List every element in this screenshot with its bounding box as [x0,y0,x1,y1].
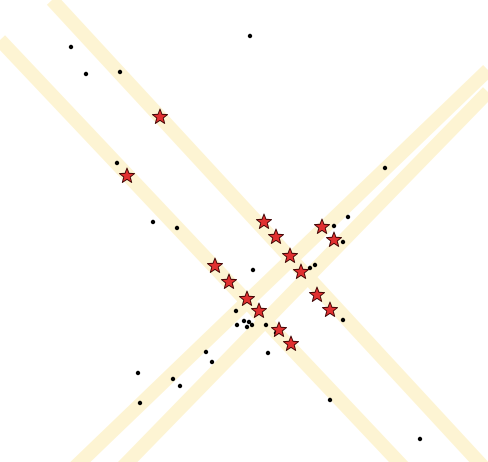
point-3 [83,71,89,77]
star-marker-10 [220,273,238,289]
point-17 [234,322,240,328]
star-marker-6 [325,231,343,247]
point-30 [137,400,143,406]
point-5 [114,160,120,166]
star-marker-9 [206,257,224,273]
point-20 [246,319,252,325]
point-15 [233,308,239,314]
point-4 [117,69,123,75]
star-marker-7 [281,247,299,263]
point-layer [68,33,423,442]
point-8 [174,225,180,231]
point-27 [135,370,141,376]
star-marker-12 [238,290,256,306]
star-marker-8 [292,263,310,279]
band-2 [0,35,409,462]
star-marker-1 [151,108,169,124]
point-11 [340,239,346,245]
point-19 [249,322,255,328]
star-marker-4 [267,228,285,244]
star-marker-13 [250,302,268,318]
point-14 [307,265,313,271]
point-10 [331,223,337,229]
point-28 [170,376,176,382]
point-6 [382,165,388,171]
point-16 [241,318,247,324]
point-31 [327,397,333,403]
star-marker-11 [308,286,326,302]
band-4 [117,87,488,462]
star-marker-3 [255,213,273,229]
point-18 [244,324,250,330]
star-marker-16 [282,335,300,351]
point-32 [417,436,423,442]
point-21 [263,322,269,328]
point-24 [203,349,209,355]
star-marker-2 [118,167,136,183]
point-2 [68,44,74,50]
star-marker-15 [270,321,288,337]
star-marker-5 [313,218,331,234]
point-12 [250,267,256,273]
point-26 [265,350,271,356]
point-25 [209,359,215,365]
point-1 [247,33,253,39]
point-23 [340,317,346,323]
point-7 [150,219,156,225]
star-marker-14 [321,301,339,317]
point-9 [345,214,351,220]
star-layer [118,108,343,351]
point-29 [177,383,183,389]
point-13 [312,262,318,268]
